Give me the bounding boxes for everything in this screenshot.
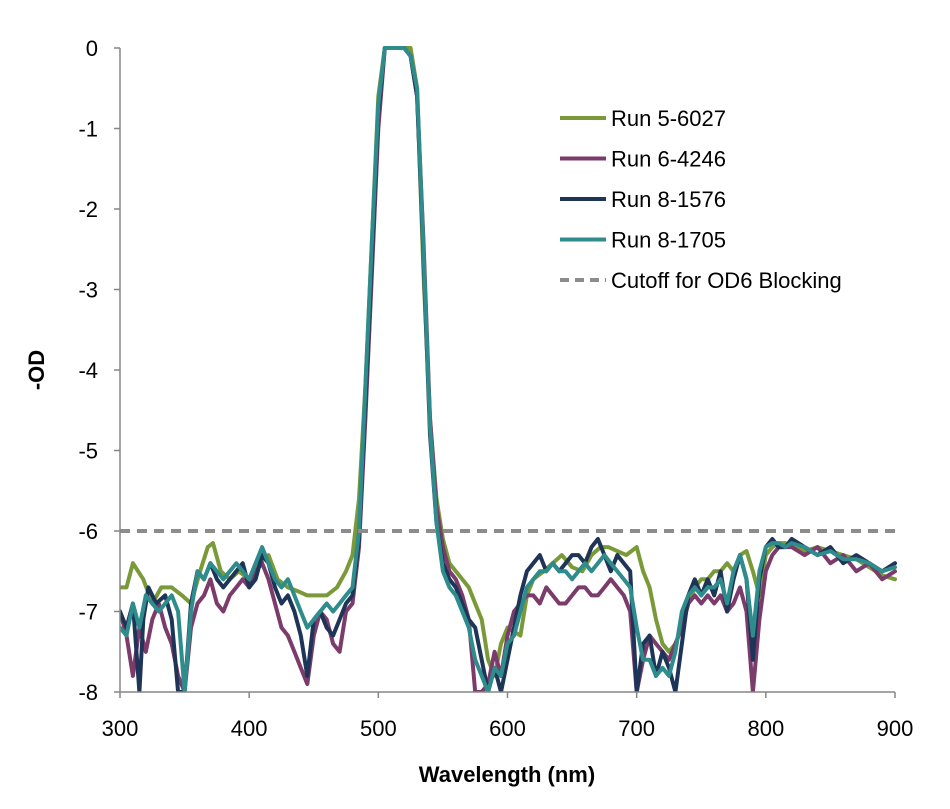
x-tick-label: 500 [360,716,397,741]
plot-lines [120,46,897,692]
y-tick-label: -6 [78,519,98,544]
x-axis-title: Wavelength (nm) [419,762,595,787]
legend: Run 5-6027 Run 6-4246 Run 8-1576 Run 8-1705… [560,106,842,293]
y-tick-label: -3 [78,278,98,303]
legend-label-5: Cutoff for OD6 Blocking [611,268,842,293]
x-tick-label: 700 [618,716,655,741]
x-tick-label: 800 [747,716,784,741]
axes [119,48,895,693]
y-axis-title: -OD [24,350,49,390]
y-tick-label: -7 [78,600,98,625]
y-tick-label: -2 [78,197,98,222]
series-line-4 [120,46,897,692]
legend-label-2: Run 6-4246 [611,147,726,172]
x-tick-label: 900 [877,716,914,741]
x-ticks: 300 400 500 600 700 800 900 [102,692,914,741]
x-tick-label: 300 [102,716,139,741]
legend-label-1: Run 5-6027 [611,106,726,131]
legend-label-4: Run 8-1705 [611,228,726,253]
series-line-1 [120,46,897,678]
y-tick-label: -5 [78,439,98,464]
legend-label-3: Run 8-1576 [611,187,726,212]
series-line-3 [120,46,897,692]
x-tick-label: 600 [489,716,526,741]
y-tick-label: -1 [78,117,98,142]
x-tick-label: 400 [231,716,268,741]
y-tick-label: -4 [78,358,98,383]
y-tick-label: -8 [78,680,98,705]
y-tick-label: 0 [86,36,98,61]
series-line-2 [120,46,897,692]
y-ticks: 0 -1 -2 -3 -4 -5 -6 -7 -8 [78,36,120,705]
